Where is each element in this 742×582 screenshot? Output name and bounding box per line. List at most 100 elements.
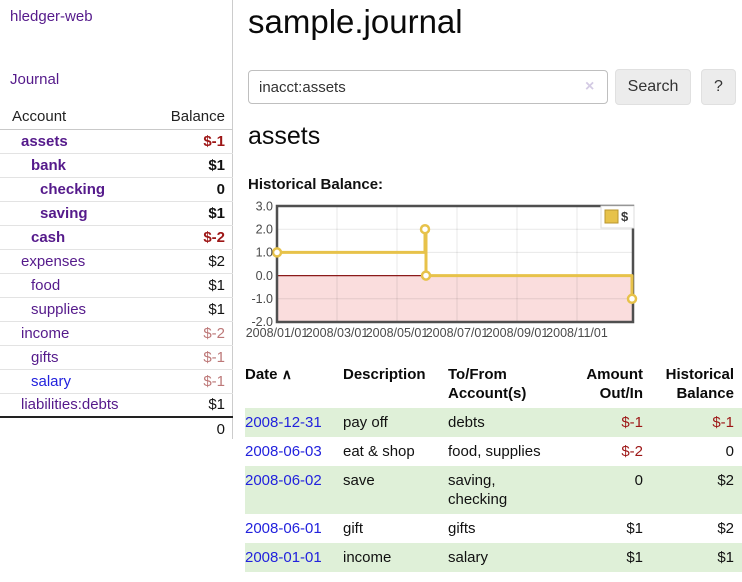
account-row: saving $1 (0, 201, 233, 226)
account-link-expenses[interactable]: expenses (21, 252, 86, 270)
account-balance: $1 (152, 297, 233, 322)
svg-text:2008/01/01: 2008/01/01 (246, 326, 309, 340)
search-button[interactable]: Search (615, 69, 691, 105)
account-balance: $1 (152, 153, 233, 178)
account-balance: $-1 (152, 345, 233, 370)
historical-balance-chart: $ 3.0 2.0 1.0 0.0 -1.0 -2.0 2008/01/01 2… (246, 200, 638, 340)
sidebar-item-journal[interactable]: Journal (10, 71, 60, 88)
account-row: income $-2 (0, 321, 233, 346)
account-link-income[interactable]: income (21, 324, 70, 342)
transaction-accounts: gifts (448, 520, 476, 537)
page-title: sample.journal (248, 3, 463, 40)
account-link-assets[interactable]: assets (21, 132, 68, 150)
transaction-date-link[interactable]: 2008-06-01 (245, 520, 322, 537)
transaction-date-link[interactable]: 2008-06-03 (245, 443, 322, 460)
transaction-balance: $2 (717, 472, 734, 489)
chart-x-axis-labels: 2008/01/01 2008/03/01 2008/05/01 2008/07… (246, 326, 608, 340)
transaction-accounts: saving, checking (448, 472, 508, 508)
help-button[interactable]: ? (701, 69, 736, 105)
svg-text:2008/09/01: 2008/09/01 (486, 326, 549, 340)
transaction-description: save (343, 472, 375, 489)
balance-column-header: Historical Balance (665, 366, 734, 402)
register-header-row: Date ∧ Description To/From Account(s) Amo… (245, 363, 742, 408)
clear-search-icon[interactable]: × (585, 78, 595, 95)
account-balance: $-2 (152, 225, 233, 250)
transaction-accounts: debts (448, 414, 485, 431)
accounts-header-row: Account Balance (0, 105, 233, 130)
svg-text:2.0: 2.0 (256, 223, 273, 237)
brand-link[interactable]: hledger-web (10, 8, 93, 25)
account-balance: $-1 (152, 129, 233, 154)
account-link-salary[interactable]: salary (31, 372, 72, 390)
transaction-row: 2008-06-02 save saving, checking 0 $2 (245, 466, 742, 514)
account-row: bank $1 (0, 153, 233, 178)
svg-text:0.0: 0.0 (256, 269, 273, 283)
account-link-checking[interactable]: checking (40, 180, 106, 198)
chart-border (275, 204, 635, 324)
description-column-header: Description (343, 366, 426, 383)
transaction-description: eat & shop (343, 443, 415, 460)
transaction-accounts: salary (448, 549, 489, 566)
svg-text:2008/11/01: 2008/11/01 (546, 326, 608, 340)
transaction-amount: 0 (634, 472, 643, 489)
register-table: Date ∧ Description To/From Account(s) Amo… (245, 363, 742, 572)
account-heading: assets (248, 122, 321, 150)
svg-text:3.0: 3.0 (256, 200, 273, 214)
transaction-row: 2008-06-03 eat & shop food, supplies $-2… (245, 437, 742, 466)
accounts-balance-table: Account Balance assets $-1 bank $1 check… (0, 105, 233, 441)
accounts-total-row: 0 (0, 416, 233, 441)
transaction-amount: $-1 (621, 414, 643, 431)
account-row: salary $-1 (0, 369, 233, 394)
transaction-balance: $-1 (712, 414, 734, 431)
account-balance: 0 (152, 177, 233, 202)
transaction-date-link[interactable]: 2008-01-01 (245, 549, 322, 566)
transaction-row: 2008-12-31 pay off debts $-1 $-1 (245, 408, 742, 437)
account-link-food[interactable]: food (31, 276, 61, 294)
legend-swatch (604, 209, 619, 224)
account-link-gifts[interactable]: gifts (31, 348, 59, 366)
balance-column-header: Balance (152, 105, 233, 130)
account-row: expenses $2 (0, 249, 233, 274)
search-input[interactable] (248, 70, 608, 104)
transaction-balance: 0 (725, 443, 734, 460)
account-balance: $-1 (152, 369, 233, 394)
account-row: food $1 (0, 273, 233, 298)
tofrom-column-header: To/From Account(s) (448, 366, 527, 402)
account-balance: $2 (152, 249, 233, 274)
svg-text:2008/07/01: 2008/07/01 (426, 326, 489, 340)
legend-label: $ (621, 209, 629, 224)
chart-title: Historical Balance: (248, 176, 384, 193)
account-link-bank[interactable]: bank (31, 156, 67, 174)
sort-ascending-icon: ∧ (281, 366, 292, 382)
account-row: liabilities:debts $1 (0, 393, 233, 418)
transaction-amount: $1 (626, 549, 643, 566)
amount-column-header: Amount Out/In (586, 366, 643, 402)
transaction-row: 2008-06-01 gift gifts $1 $2 (245, 514, 742, 543)
account-row: gifts $-1 (0, 345, 233, 370)
svg-text:-1.0: -1.0 (251, 292, 273, 306)
chart-legend: $ (600, 205, 635, 229)
account-row: checking 0 (0, 177, 233, 202)
transaction-accounts: food, supplies (448, 443, 541, 460)
account-link-supplies[interactable]: supplies (31, 300, 87, 318)
transaction-amount: $-2 (621, 443, 643, 460)
date-column-header: Date ∧ (245, 363, 343, 408)
account-link-liabilities-debts[interactable]: liabilities:debts (21, 396, 119, 414)
account-link-cash[interactable]: cash (31, 228, 66, 246)
account-link-saving[interactable]: saving (40, 204, 88, 222)
sidebar: hledger-web Journal Account Balance asse… (0, 0, 233, 441)
transaction-description: gift (343, 520, 364, 537)
transaction-date-link[interactable]: 2008-06-02 (245, 472, 322, 489)
transaction-balance: $2 (717, 520, 734, 537)
transaction-balance: $1 (717, 549, 734, 566)
account-balance: $1 (152, 201, 233, 226)
chart-data-points (271, 223, 638, 305)
sort-by-date-link[interactable]: Date ∧ (245, 366, 292, 383)
account-row: assets $-1 (0, 129, 233, 154)
account-balance: $1 (152, 393, 233, 418)
transaction-date-link[interactable]: 2008-12-31 (245, 414, 322, 431)
transaction-description: pay off (343, 414, 388, 431)
transaction-description: income (343, 549, 392, 566)
account-column-header: Account (0, 105, 153, 130)
